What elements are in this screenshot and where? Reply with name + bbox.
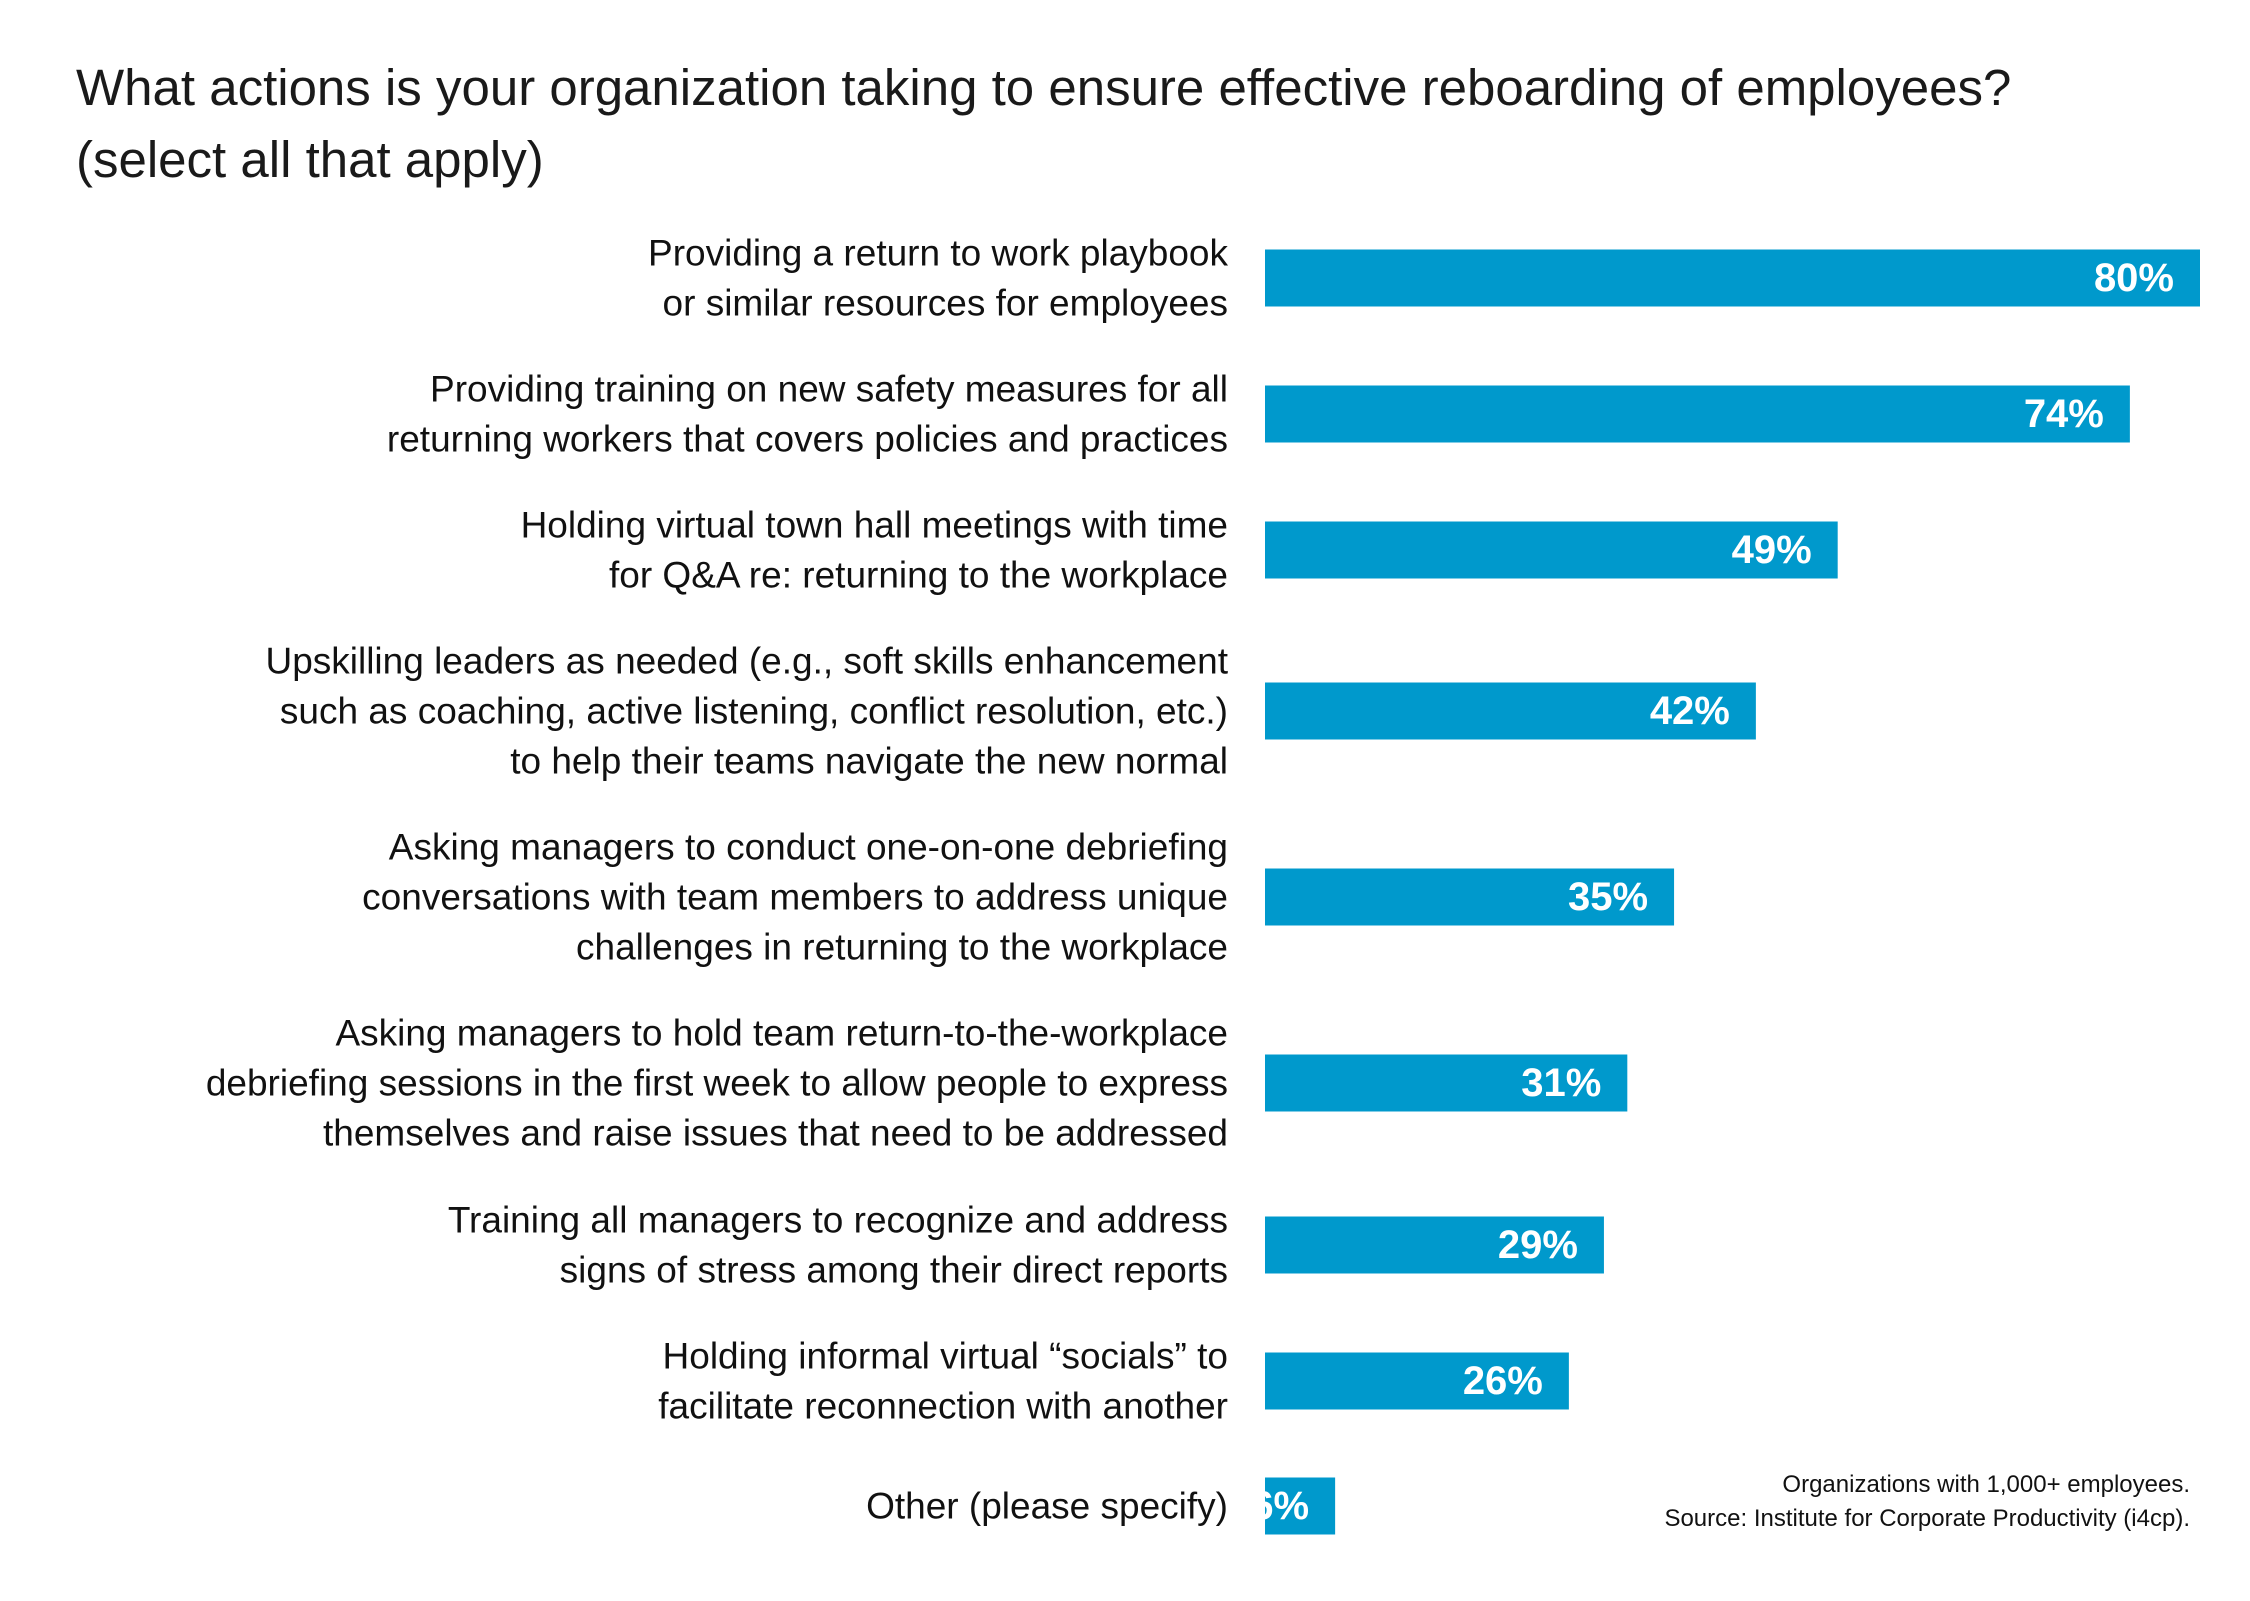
footnote-source: Source: Institute for Corporate Producti… (1664, 1505, 2190, 1532)
bar-value-label: 42% (1650, 689, 1730, 733)
category-label: themselves and raise issues that need to… (323, 1113, 1228, 1154)
category-label: such as coaching, active listening, conf… (280, 691, 1228, 732)
bar-row: 29% Training all managers to recognize an… (448, 1200, 1604, 1291)
bar (1265, 1054, 1628, 1112)
category-label: Asking managers to conduct one-on-one de… (389, 827, 1228, 868)
category-label: to help their teams navigate the new nor… (510, 741, 1228, 782)
category-label: Providing training on new safety measure… (430, 369, 1228, 410)
bar-row: 74% Providing training on new safety meas… (387, 369, 2130, 460)
bar (1265, 1352, 1569, 1410)
bar (1265, 521, 1838, 579)
category-label: conversations with team members to addre… (362, 877, 1228, 918)
category-label: Asking managers to hold team return-to-t… (335, 1013, 1228, 1054)
bar-value-label: 31% (1521, 1061, 1601, 1105)
bar (1265, 1477, 1336, 1535)
category-label: debriefing sessions in the first week to… (206, 1063, 1228, 1104)
bar-row: 6% Other (please specify) (866, 1477, 1336, 1535)
bar-value-label: 49% (1732, 528, 1812, 572)
bar-value-label: 29% (1498, 1223, 1578, 1267)
chart-title-line-2: (select all that apply) (76, 131, 544, 188)
bar (1265, 249, 2200, 307)
category-label: Training all managers to recognize and a… (448, 1200, 1228, 1241)
bar-row: 31% Asking managers to hold team return-t… (206, 1013, 1628, 1154)
category-label: returning workers that covers policies a… (387, 419, 1228, 460)
bar (1265, 1216, 1604, 1274)
chart-title-line-1: What actions is your organization taking… (76, 59, 2012, 116)
category-label: Providing a return to work playbook (648, 233, 1228, 274)
bar (1265, 682, 1756, 740)
footnote-sample: Organizations with 1,000+ employees. (1782, 1471, 2190, 1498)
chart-title: What actions is your organization taking… (76, 52, 2196, 196)
category-label: Other (please specify) (866, 1486, 1228, 1527)
category-label: Holding virtual town hall meetings with … (521, 505, 1228, 546)
bar-value-label: 80% (2094, 256, 2174, 300)
category-label: signs of stress among their direct repor… (560, 1250, 1228, 1291)
category-label: facilitate reconnection with another (658, 1386, 1228, 1427)
category-label: for Q&A re: returning to the workplace (609, 555, 1228, 596)
bar-value-label: 74% (2024, 392, 2104, 436)
bar-row: 26% Holding informal virtual “socials” to… (658, 1336, 1569, 1427)
bar (1265, 385, 2130, 443)
category-label: or similar resources for employees (663, 283, 1228, 324)
bar-value-label: 35% (1568, 875, 1648, 919)
bar-value-label: 26% (1463, 1359, 1543, 1403)
bar-value-label: 6% (1251, 1484, 1309, 1528)
category-label: Holding informal virtual “socials” to (663, 1336, 1228, 1377)
bar-row: 35% Asking managers to conduct one-on-one… (362, 827, 1675, 968)
bar-row: 80% Providing a return to work playbook or… (648, 233, 2200, 324)
bar-row: 42% Upskilling leaders as needed (e.g., s… (265, 641, 1756, 782)
bar-row: 49% Holding virtual town hall meetings wi… (521, 505, 1838, 596)
category-label: challenges in returning to the workplace (576, 927, 1228, 968)
bar (1265, 868, 1675, 926)
footnote: Organizations with 1,000+ employees. Sou… (1664, 1468, 2190, 1536)
category-label: Upskilling leaders as needed (e.g., soft… (265, 641, 1228, 682)
